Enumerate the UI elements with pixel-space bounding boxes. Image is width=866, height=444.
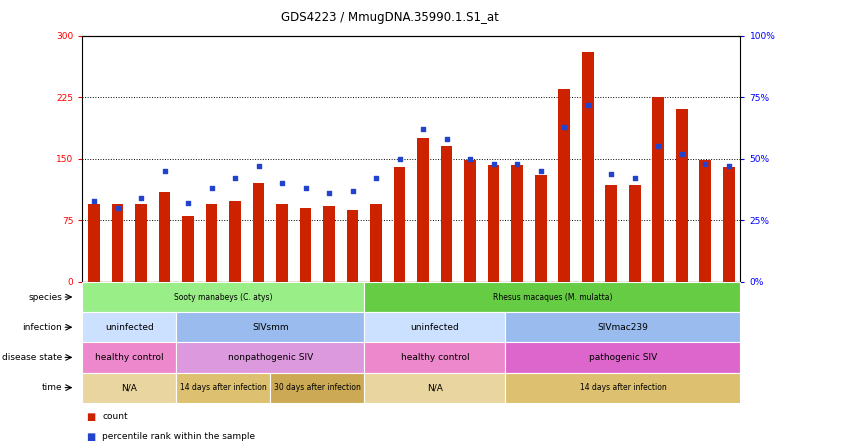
Bar xyxy=(441,147,452,282)
Text: uninfected: uninfected xyxy=(410,323,459,332)
Bar xyxy=(158,192,171,282)
Text: healthy control: healthy control xyxy=(95,353,164,362)
Point xyxy=(510,160,524,167)
Text: uninfected: uninfected xyxy=(105,323,153,332)
Bar xyxy=(205,204,217,282)
Point xyxy=(275,180,289,187)
Text: disease state: disease state xyxy=(2,353,62,362)
Text: healthy control: healthy control xyxy=(401,353,469,362)
Point xyxy=(628,175,642,182)
Bar xyxy=(605,185,617,282)
Bar xyxy=(346,210,359,282)
Text: 30 days after infection: 30 days after infection xyxy=(274,383,361,392)
Text: 14 days after infection: 14 days after infection xyxy=(579,383,666,392)
Point xyxy=(721,163,735,170)
Point xyxy=(299,185,313,192)
Point xyxy=(698,160,712,167)
Point xyxy=(111,204,125,212)
Text: percentile rank within the sample: percentile rank within the sample xyxy=(102,432,255,440)
Point xyxy=(346,187,359,194)
Bar xyxy=(675,110,688,282)
Bar xyxy=(253,183,264,282)
Point xyxy=(487,160,501,167)
Point xyxy=(134,194,148,202)
Point xyxy=(557,123,571,130)
Text: species: species xyxy=(29,293,62,301)
Bar xyxy=(88,204,100,282)
Bar xyxy=(723,167,734,282)
Bar xyxy=(582,52,593,282)
Bar xyxy=(276,204,288,282)
Point xyxy=(604,170,618,177)
Bar xyxy=(394,167,405,282)
Text: time: time xyxy=(42,383,62,392)
Point xyxy=(440,135,454,143)
Text: N/A: N/A xyxy=(427,383,443,392)
Text: Rhesus macaques (M. mulatta): Rhesus macaques (M. mulatta) xyxy=(493,293,612,301)
Bar xyxy=(488,165,500,282)
Bar xyxy=(300,208,312,282)
Text: N/A: N/A xyxy=(121,383,137,392)
Bar xyxy=(182,216,194,282)
Text: Sooty manabeys (C. atys): Sooty manabeys (C. atys) xyxy=(174,293,273,301)
Point xyxy=(228,175,242,182)
Bar xyxy=(699,160,711,282)
Bar xyxy=(112,204,123,282)
Text: SIVmac239: SIVmac239 xyxy=(598,323,649,332)
Point xyxy=(322,190,336,197)
Bar xyxy=(229,202,241,282)
Bar xyxy=(464,160,476,282)
Text: infection: infection xyxy=(23,323,62,332)
Text: ■: ■ xyxy=(87,412,96,422)
Text: ■: ■ xyxy=(87,432,96,442)
Point xyxy=(252,163,266,170)
Bar xyxy=(135,204,147,282)
Point xyxy=(392,155,406,163)
Text: pathogenic SIV: pathogenic SIV xyxy=(589,353,657,362)
Point xyxy=(581,101,595,108)
Text: count: count xyxy=(102,412,128,420)
Point xyxy=(158,167,171,174)
Text: SIVsmm: SIVsmm xyxy=(252,323,288,332)
Text: GDS4223 / MmugDNA.35990.1.S1_at: GDS4223 / MmugDNA.35990.1.S1_at xyxy=(281,11,499,24)
Bar xyxy=(323,206,335,282)
Point xyxy=(181,199,195,206)
Point xyxy=(417,126,430,133)
Bar xyxy=(534,175,546,282)
Bar xyxy=(629,185,641,282)
Point xyxy=(533,167,547,174)
Point xyxy=(463,155,477,163)
Bar xyxy=(559,89,570,282)
Point xyxy=(675,150,688,157)
Bar xyxy=(652,97,664,282)
Text: 14 days after infection: 14 days after infection xyxy=(180,383,267,392)
Bar xyxy=(417,138,429,282)
Point xyxy=(87,197,101,204)
Point xyxy=(651,143,665,150)
Point xyxy=(369,175,383,182)
Bar xyxy=(511,165,523,282)
Text: nonpathogenic SIV: nonpathogenic SIV xyxy=(228,353,313,362)
Point xyxy=(204,185,218,192)
Bar xyxy=(370,204,382,282)
